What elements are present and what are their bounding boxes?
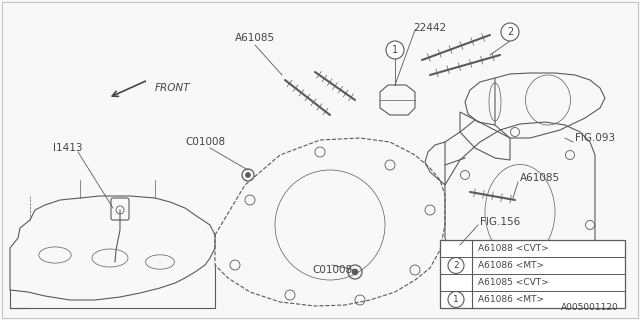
Text: A61088 <CVT>: A61088 <CVT> (478, 244, 548, 253)
Text: A61086 <MT>: A61086 <MT> (478, 261, 544, 270)
Text: A61085: A61085 (235, 33, 275, 43)
Bar (440, 240, 625, 308)
Text: 22442: 22442 (413, 23, 447, 33)
Text: I1413: I1413 (53, 143, 83, 153)
Text: A61086 <MT>: A61086 <MT> (478, 295, 544, 304)
Text: A61085: A61085 (520, 173, 560, 183)
Text: A005001120: A005001120 (561, 303, 619, 313)
Text: FRONT: FRONT (155, 83, 191, 93)
Circle shape (352, 269, 358, 275)
Text: FIG.156: FIG.156 (480, 217, 520, 227)
Text: 2: 2 (507, 27, 513, 37)
Text: 2: 2 (453, 261, 459, 270)
Text: A61085 <CVT>: A61085 <CVT> (478, 278, 548, 287)
Text: 1: 1 (453, 295, 459, 304)
Circle shape (448, 292, 464, 308)
Text: FIG.093: FIG.093 (575, 133, 615, 143)
Circle shape (246, 172, 250, 178)
Circle shape (386, 41, 404, 59)
Text: 1: 1 (392, 45, 398, 55)
Text: C01008: C01008 (185, 137, 225, 147)
Circle shape (448, 258, 464, 274)
Text: C01008: C01008 (312, 265, 352, 275)
Circle shape (501, 23, 519, 41)
